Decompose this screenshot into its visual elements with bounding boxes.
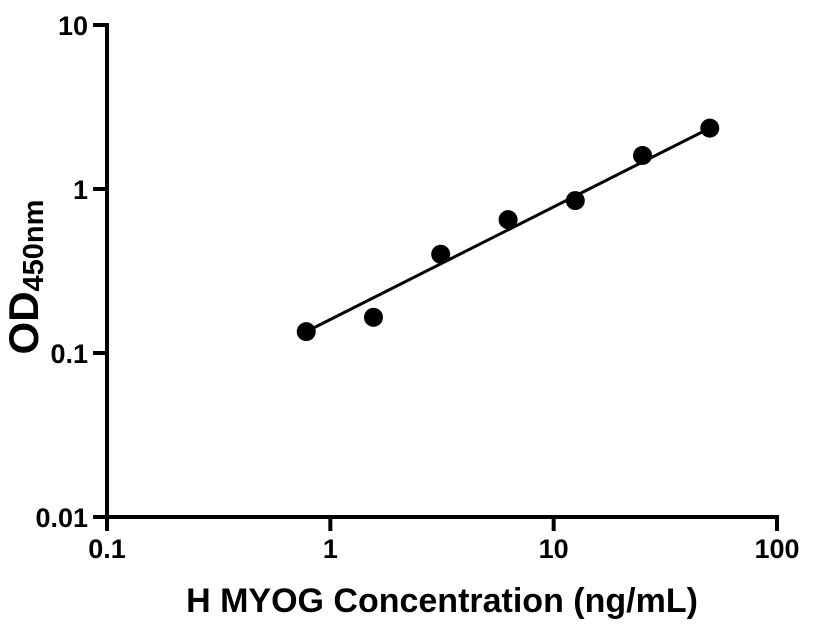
data-point-marker	[633, 146, 653, 166]
axes	[105, 23, 779, 519]
axis-spine	[105, 23, 779, 519]
data-point-marker	[363, 307, 383, 327]
y-tick-label: 0.01	[35, 503, 88, 533]
x-axis-title: H MYOG Concentration (ng/mL)	[186, 582, 698, 620]
y-axis-title: OD 450nm	[0, 197, 56, 357]
y-tick-label: 10	[58, 11, 88, 41]
x-tick-label: 10	[539, 534, 569, 564]
x-tick-label: 1	[323, 534, 338, 564]
x-tick-label: 100	[754, 534, 799, 564]
y-axis-title-subscript: 450nm	[18, 199, 50, 292]
data-point-marker	[498, 210, 518, 230]
y-tick-label: 0.1	[50, 339, 88, 369]
data-points-layer	[296, 118, 720, 342]
data-point-marker	[700, 118, 720, 138]
data-point-marker	[431, 244, 451, 264]
y-axis-title-main: OD	[0, 291, 47, 355]
axis-ticks	[93, 23, 779, 531]
data-point-marker	[565, 191, 585, 211]
x-tick-label: 0.1	[88, 534, 126, 564]
y-tick-label: 1	[73, 175, 88, 205]
data-point-marker	[296, 322, 316, 342]
